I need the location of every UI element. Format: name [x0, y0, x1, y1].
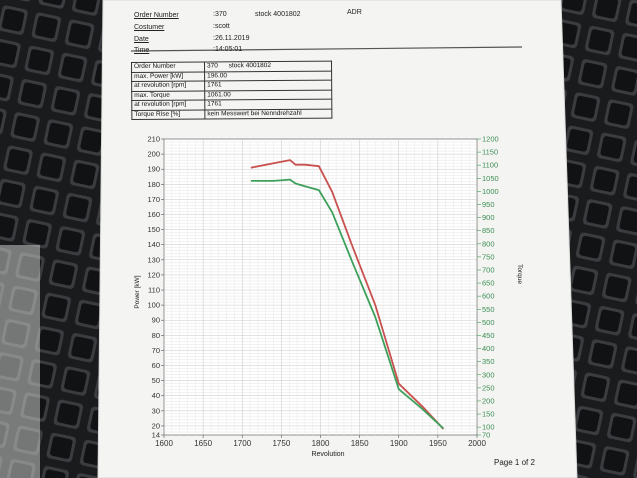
customer-value: :scott	[213, 23, 230, 30]
y2-tick-label: 550	[482, 305, 495, 314]
y2-tick-label: 900	[482, 213, 495, 222]
y2-tick-label: 1050	[482, 174, 499, 183]
y2-tick-label: 1000	[482, 187, 499, 196]
y-tick-label: 90	[152, 316, 160, 325]
y-tick-label: 14	[152, 431, 160, 440]
y2-tick-label: 150	[482, 410, 495, 419]
y2-tick-label: 450	[482, 331, 495, 340]
y-tick-label: 180	[147, 180, 160, 189]
page-footer: Page 1 of 2	[494, 458, 535, 467]
y2-tick-label: 1100	[482, 161, 498, 170]
y-tick-label: 170	[147, 195, 160, 204]
date-value: :26.11.2019	[213, 35, 250, 42]
y-tick-label: 200	[147, 150, 160, 159]
y2-tick-label: 350	[482, 357, 495, 366]
x-tick-label: 1650	[194, 439, 212, 448]
y2-tick-label: 600	[482, 292, 495, 301]
customer-label: Costumer	[134, 24, 165, 31]
x-tick-label: 1750	[272, 439, 290, 448]
y-tick-label: 140	[147, 240, 160, 249]
x-tick-label: 1900	[390, 439, 408, 448]
y2-tick-label: 700	[482, 265, 495, 274]
y-tick-label: 50	[152, 376, 160, 385]
y2-tick-label: 800	[482, 239, 495, 248]
y-axis-label: Power [kW]	[134, 275, 141, 308]
y2-tick-label: 70	[482, 431, 490, 440]
x-tick-label: 1800	[312, 439, 330, 448]
y-tick-label: 20	[152, 421, 160, 430]
date-label: Date	[134, 36, 149, 43]
y2-tick-label: 1200	[482, 135, 499, 144]
left-axis-ticks: 210 200 190 180 170 160 150 140 130 120 110 100 90 80…	[147, 135, 164, 440]
stock-value: stock 4001802	[255, 11, 301, 18]
y2-tick-label: 1150	[482, 148, 498, 157]
y-tick-label: 100	[147, 301, 160, 310]
order-number-label: Order Number	[134, 12, 179, 19]
y2-tick-label: 200	[482, 396, 495, 405]
grid	[164, 139, 477, 435]
y2-tick-label: 950	[482, 200, 495, 209]
y2-tick-label: 650	[482, 279, 495, 288]
x-tick-label: 1700	[233, 439, 251, 448]
y-tick-label: 70	[152, 346, 160, 355]
y-tick-label: 190	[147, 165, 160, 174]
time-label: Time	[134, 47, 150, 54]
series-lines	[250, 159, 445, 430]
adr-value: ADR	[347, 9, 362, 16]
y2-tick-label: 500	[482, 318, 495, 327]
power-series-line	[250, 159, 445, 430]
x-tick-label: 1850	[351, 439, 369, 448]
y2-tick-label: 750	[482, 252, 495, 261]
x-tick-label: 1600	[155, 439, 173, 448]
torque-series-line	[250, 178, 445, 430]
y-tick-label: 110	[148, 286, 160, 295]
y-tick-label: 160	[147, 210, 160, 219]
x-axis-label: Revolution	[311, 451, 344, 458]
time-value: :14:05:01	[213, 46, 243, 53]
y2-tick-label: 400	[482, 344, 495, 353]
y2-tick-label: 100	[482, 423, 495, 432]
x-tick-label: 2000	[468, 439, 486, 448]
y2-tick-label: 300	[482, 370, 495, 379]
y-tick-label: 150	[147, 225, 160, 234]
y-tick-label: 80	[152, 331, 160, 340]
right-axis-ticks: 1200 1150 1100 1050 1000 950 900 850 800 750 700 65…	[477, 135, 499, 440]
y-tick-label: 130	[147, 255, 160, 264]
y2-tick-label: 250	[482, 383, 495, 392]
y-tick-label: 60	[152, 361, 160, 370]
y-tick-label: 120	[147, 270, 160, 279]
y-tick-label: 30	[152, 406, 160, 415]
x-tick-label: 1950	[429, 439, 447, 448]
order-number-value: :370	[213, 11, 227, 18]
y2-axis-label: Torque	[516, 264, 523, 284]
x-axis-ticks: 1600 1650 1700 1750 1800 1850 1900 1950 2000	[155, 435, 486, 448]
y-tick-label: 210	[147, 135, 160, 144]
y-tick-label: 40	[152, 391, 160, 400]
y2-tick-label: 850	[482, 226, 495, 235]
